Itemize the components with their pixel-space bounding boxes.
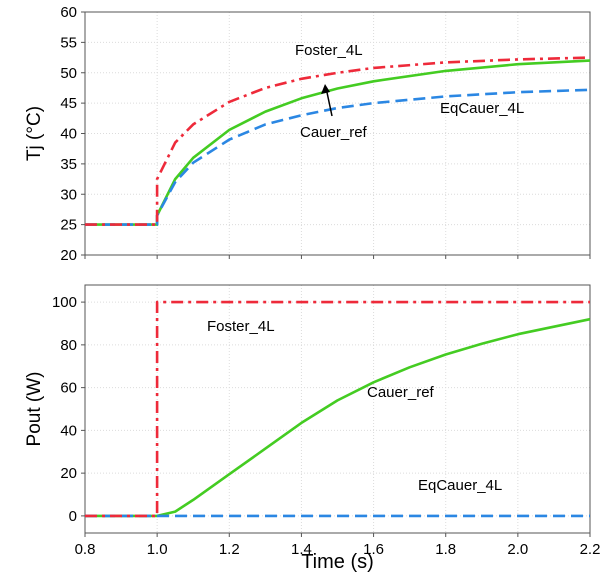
y-tick-label: 80 [60,337,77,354]
y-tick-label: 0 [69,508,77,525]
annotation-label: Cauer_ref [300,124,368,141]
grid [84,285,591,533]
y-tick-label: 55 [60,34,77,51]
series-line-cauer-ref [85,59,591,226]
x-tick-label: 2.0 [507,541,528,558]
x-tick-label: 1.0 [147,541,168,558]
x-tick-label: 2.2 [580,541,601,558]
y-axis-label: Tj (°C) [24,106,45,161]
y-tick-label: 45 [60,95,77,112]
y-tick-label: 60 [60,380,77,397]
y-tick-label: 25 [60,217,77,234]
y-tick-label: 100 [52,294,77,311]
y-tick-label: 50 [60,65,77,82]
x-axis-label: Time (s) [301,551,374,573]
y-tick-label: 40 [60,126,77,143]
annotation-label: Cauer_ref [367,384,435,401]
y-tick-label: 40 [60,422,77,439]
series-line-foster-4l [85,300,590,518]
y-axis-label: Pout (W) [24,372,45,447]
y-tick-label: 60 [60,4,77,21]
x-tick-label: 1.6 [363,541,384,558]
series-line-foster-4l [85,56,591,226]
annotation-label: Foster_4L [295,42,363,59]
x-tick-label: 1.4 [291,541,312,558]
annotation-label: EqCauer_4L [440,100,524,117]
arrow-head [321,84,330,94]
x-tick-label: 0.8 [75,541,96,558]
tj-plot: 20 25 30 35 40 45 50 55 60 Foster_4L Cauer_ref EqCa… [24,4,591,264]
pout-plot: 0 20 40 60 80 100 0.8 1.0 1.2 1.4 1.6 1.8 2.0 2.2 Fost… [24,284,601,573]
plot-frame [84,284,591,534]
y-tick-label: 30 [60,186,77,203]
x-tick-label: 1.8 [435,541,456,558]
series-line-cauer-ref [85,317,591,518]
y-tick-label: 35 [60,156,77,173]
x-tick-label: 1.2 [219,541,240,558]
y-tick-label: 20 [60,247,77,264]
arrow-shaft [325,89,333,117]
annotation-label: EqCauer_4L [418,477,502,494]
annotation-label: Foster_4L [207,318,275,335]
y-tick-label: 20 [60,465,77,482]
